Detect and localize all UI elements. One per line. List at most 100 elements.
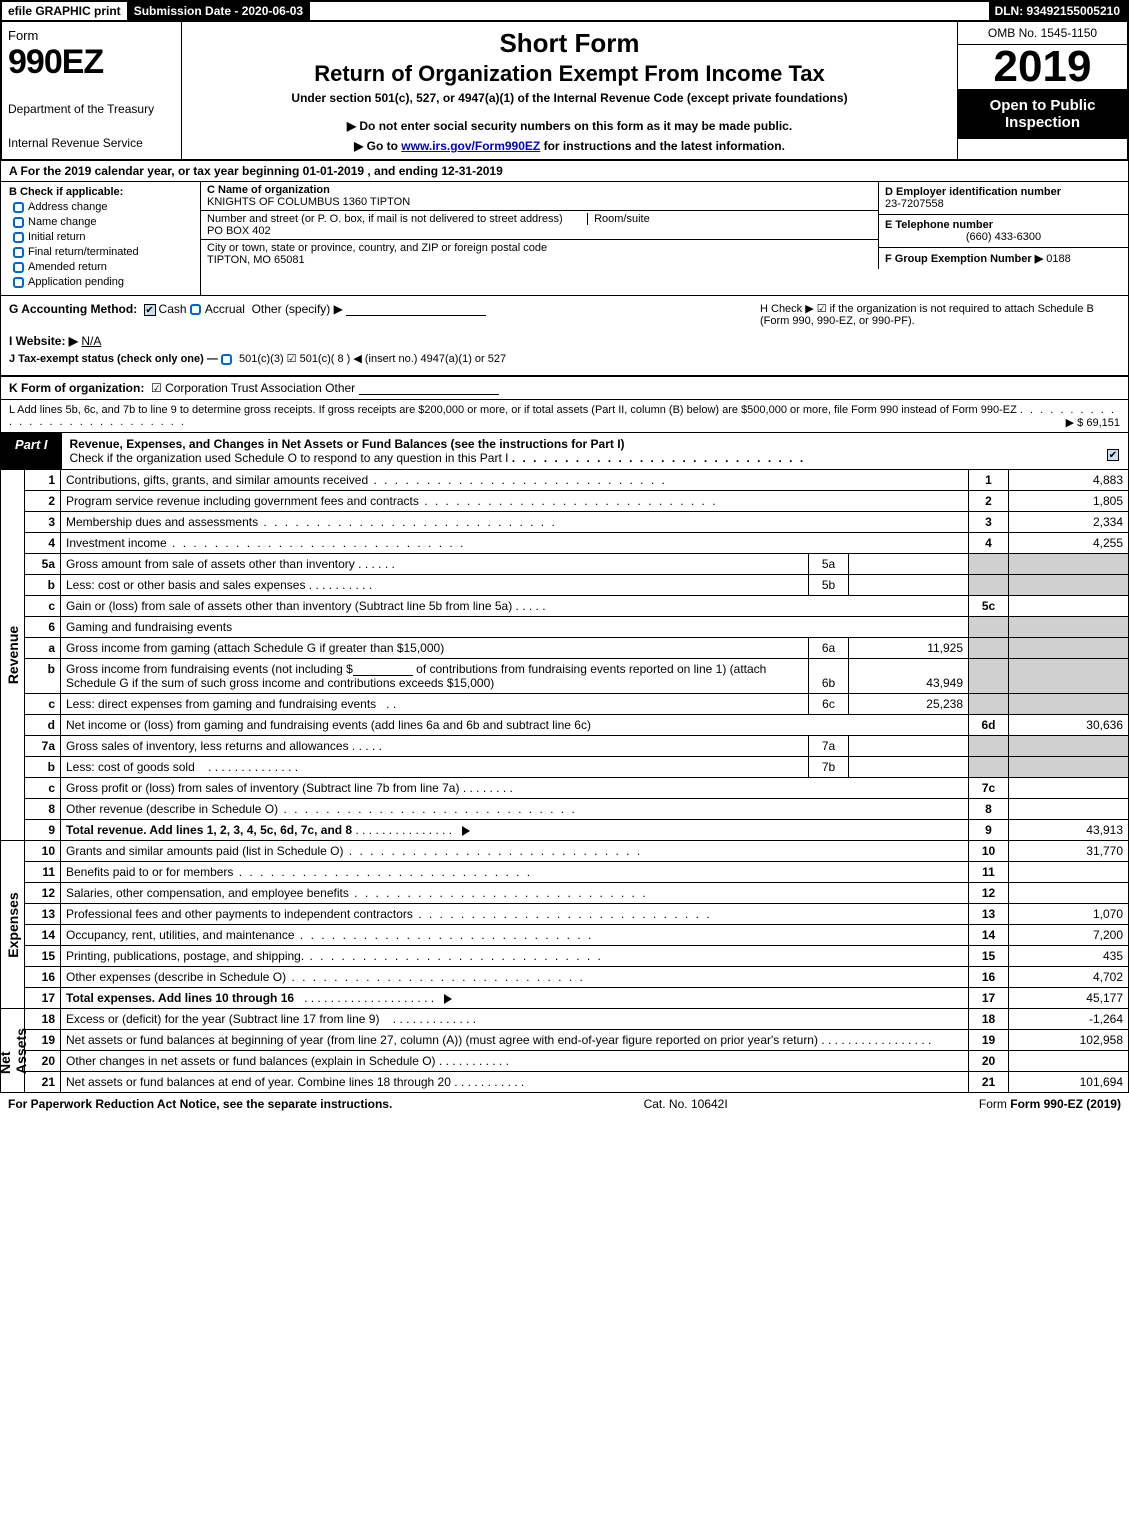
- line-desc: Net assets or fund balances at beginning…: [61, 1030, 969, 1051]
- opt-label: Application pending: [28, 276, 124, 288]
- accrual-label: Accrual: [205, 302, 245, 316]
- checkbox-icon: [13, 247, 24, 258]
- grey-cell: [1009, 554, 1129, 575]
- f-group: F Group Exemption Number ▶ 0188: [879, 248, 1128, 269]
- i-website: I Website: ▶ N/A: [9, 334, 760, 348]
- checkbox-icon: [1107, 449, 1119, 461]
- return-title: Return of Organization Exempt From Incom…: [188, 61, 951, 87]
- line-num: c: [25, 596, 61, 617]
- opt-label: Initial return: [28, 231, 85, 243]
- line-num: 12: [25, 883, 61, 904]
- line-num: 6: [25, 617, 61, 638]
- checkbox-icon: [13, 232, 24, 243]
- row-l: L Add lines 5b, 6c, and 7b to line 9 to …: [0, 400, 1129, 433]
- line-desc: Gain or (loss) from sale of assets other…: [61, 596, 969, 617]
- line-desc: Less: cost of goods sold . . . . . . . .…: [61, 757, 809, 778]
- grey-cell: [1009, 575, 1129, 596]
- line-num: b: [25, 659, 61, 694]
- line-num: 14: [25, 925, 61, 946]
- line-num: 16: [25, 967, 61, 988]
- line-num: 21: [25, 1072, 61, 1093]
- line-label: 8: [969, 799, 1009, 820]
- k-other-field[interactable]: [359, 381, 499, 395]
- line-desc: Other revenue (describe in Schedule O): [61, 799, 969, 820]
- cat-no: Cat. No. 10642I: [644, 1097, 728, 1111]
- sub-val: [849, 554, 969, 575]
- expenses-sidelabel: Expenses: [1, 841, 25, 1009]
- sub-label: 5a: [809, 554, 849, 575]
- submission-date: Submission Date - 2020-06-03: [128, 2, 310, 20]
- line-val: [1009, 799, 1129, 820]
- line-desc: Salaries, other compensation, and employ…: [61, 883, 969, 904]
- line-desc: Net income or (loss) from gaming and fun…: [61, 715, 969, 736]
- grey-cell: [969, 659, 1009, 694]
- sub-label: 6a: [809, 638, 849, 659]
- line-val: -1,264: [1009, 1009, 1129, 1030]
- line-label: 18: [969, 1009, 1009, 1030]
- checkbox-icon: [13, 217, 24, 228]
- header-block: Form 990EZ Department of the Treasury In…: [0, 22, 1129, 161]
- opt-address-change[interactable]: Address change: [13, 201, 192, 213]
- line-val: [1009, 596, 1129, 617]
- sub-val: 25,238: [849, 694, 969, 715]
- contrib-field[interactable]: [353, 662, 413, 676]
- part1-title: Revenue, Expenses, and Changes in Net As…: [62, 433, 1098, 469]
- opt-initial-return[interactable]: Initial return: [13, 231, 192, 243]
- j-label: J Tax-exempt status (check only one) —: [9, 353, 218, 365]
- line-val: 31,770: [1009, 841, 1129, 862]
- opt-amended-return[interactable]: Amended return: [13, 261, 192, 273]
- part1-schedule-o-check[interactable]: [1098, 433, 1128, 469]
- line-num: 17: [25, 988, 61, 1009]
- line-num: c: [25, 694, 61, 715]
- line-val: [1009, 862, 1129, 883]
- accrual-checkbox[interactable]: [190, 304, 201, 315]
- line-num: 18: [25, 1009, 61, 1030]
- form-number-block: Form 990EZ Department of the Treasury In…: [2, 22, 182, 159]
- line-num: b: [25, 757, 61, 778]
- line-label: 2: [969, 491, 1009, 512]
- line-num: a: [25, 638, 61, 659]
- line-label: 12: [969, 883, 1009, 904]
- line-val: 4,255: [1009, 533, 1129, 554]
- form-word: Form: [8, 28, 175, 43]
- efile-print-button[interactable]: efile GRAPHIC print: [2, 2, 128, 20]
- opt-final-return[interactable]: Final return/terminated: [13, 246, 192, 258]
- ein-value: 23-7207558: [885, 198, 1122, 210]
- line-desc: Gross sales of inventory, less returns a…: [61, 736, 809, 757]
- dots: [512, 451, 805, 465]
- e-phone: E Telephone number (660) 433-6300: [879, 215, 1128, 248]
- l-text: L Add lines 5b, 6c, and 7b to line 9 to …: [9, 404, 1017, 416]
- opt-application-pending[interactable]: Application pending: [13, 276, 192, 288]
- sub-label: 6c: [809, 694, 849, 715]
- dln: DLN: 93492155005210: [989, 2, 1127, 20]
- checkbox-icon: [13, 277, 24, 288]
- line-label: 10: [969, 841, 1009, 862]
- cash-checkbox[interactable]: [144, 304, 156, 316]
- line-val: 102,958: [1009, 1030, 1129, 1051]
- b-label: B Check if applicable:: [9, 186, 192, 198]
- j-tax-exempt: J Tax-exempt status (check only one) — 5…: [9, 348, 760, 369]
- line-val: 43,913: [1009, 820, 1129, 841]
- line-val: 45,177: [1009, 988, 1129, 1009]
- revenue-label: Revenue: [5, 626, 21, 684]
- 501c3-checkbox[interactable]: [221, 354, 232, 365]
- part1-title-text: Revenue, Expenses, and Changes in Net As…: [70, 437, 625, 451]
- org-address: PO BOX 402: [207, 225, 872, 237]
- org-name: KNIGHTS OF COLUMBUS 1360 TIPTON: [207, 196, 872, 208]
- irs-link[interactable]: www.irs.gov/Form990EZ: [401, 139, 540, 153]
- group-label: F Group Exemption Number ▶: [885, 253, 1043, 265]
- sub-label: 6b: [809, 659, 849, 694]
- checkbox-icon: [13, 262, 24, 273]
- other-specify-field[interactable]: [346, 302, 486, 316]
- opt-name-change[interactable]: Name change: [13, 216, 192, 228]
- line-label: 5c: [969, 596, 1009, 617]
- line-val: 4,702: [1009, 967, 1129, 988]
- sub-val: 43,949: [849, 659, 969, 694]
- grey-cell: [969, 638, 1009, 659]
- k-label: K Form of organization:: [9, 381, 144, 395]
- grey-cell: [1009, 694, 1129, 715]
- g-label: G Accounting Method:: [9, 302, 137, 316]
- line-label: 14: [969, 925, 1009, 946]
- line-desc: Grants and similar amounts paid (list in…: [61, 841, 969, 862]
- short-form-title: Short Form: [188, 28, 951, 59]
